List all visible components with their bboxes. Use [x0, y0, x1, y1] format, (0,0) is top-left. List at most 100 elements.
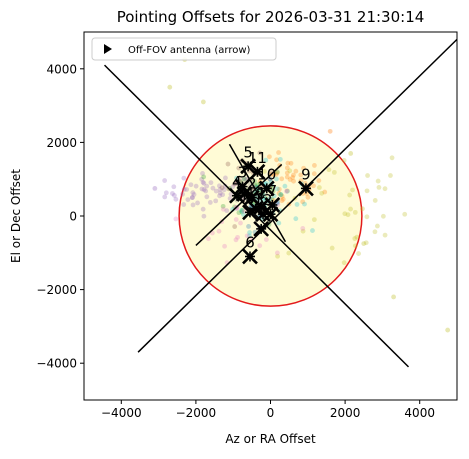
legend-box [91, 37, 277, 61]
sample-point [220, 203, 226, 209]
antenna-marker [262, 206, 279, 223]
sample-point [352, 209, 358, 215]
sample-point [234, 175, 239, 181]
antenna-label: 7 [268, 182, 278, 200]
sample-point [376, 184, 382, 190]
sample-point [402, 211, 408, 217]
sample-point [350, 187, 355, 193]
sample-point [152, 186, 158, 191]
sample-point [206, 236, 211, 242]
sample-point [263, 157, 269, 163]
antenna-label: 4 [232, 173, 242, 191]
antenna-label: 11 [248, 149, 267, 167]
legend-marker-triangle [104, 44, 112, 54]
sample-point [173, 196, 179, 202]
sample-point [282, 183, 288, 189]
sample-point [244, 233, 250, 239]
sample-point [283, 188, 289, 194]
sample-point [329, 245, 335, 251]
sample-point [163, 190, 169, 196]
antenna-label: 3 [238, 164, 248, 182]
sample-point [291, 172, 296, 178]
antenna-marker [242, 248, 258, 265]
sample-point [274, 169, 280, 175]
sample-point [311, 183, 316, 189]
sample-point [353, 243, 358, 249]
sample-point [316, 178, 322, 183]
sample-point [380, 213, 386, 219]
sample-point [200, 206, 206, 212]
sample-point [361, 241, 367, 247]
sample-point [298, 172, 304, 178]
sample-point [274, 170, 280, 176]
sample-point [287, 168, 293, 174]
sample-point [275, 202, 281, 208]
x-tick-label: 0 [267, 406, 275, 420]
sample-point [203, 188, 209, 194]
sample-point [232, 224, 238, 229]
sample-point [190, 202, 196, 208]
sample-point [190, 190, 196, 196]
sample-point [317, 185, 322, 190]
sample-point [246, 224, 251, 229]
antenna-marker [249, 163, 266, 180]
sample-point [372, 229, 378, 235]
sample-point [290, 175, 296, 180]
sample-point [180, 191, 185, 197]
x-axis-label: Az or RA Offset [225, 432, 316, 446]
x-tick-label: −4000 [101, 406, 142, 420]
sample-point [284, 174, 290, 180]
sample-point [326, 167, 332, 173]
sample-point [201, 180, 207, 186]
sample-point [185, 197, 191, 203]
sample-point [310, 228, 315, 233]
sample-point [360, 206, 365, 212]
sample-point [199, 176, 205, 182]
sample-point [341, 158, 347, 163]
sample-point [220, 206, 226, 212]
sample-point [233, 237, 239, 243]
antenna-label: 6 [245, 233, 255, 251]
sample-point [300, 226, 306, 231]
sample-point [382, 186, 388, 192]
sample-point [348, 151, 354, 156]
sample-point [263, 237, 269, 243]
sample-point [236, 210, 242, 216]
sample-point [391, 294, 396, 300]
antenna-label: 5 [243, 143, 253, 161]
sample-point [278, 192, 284, 198]
sample-point [277, 156, 283, 162]
sample-point [181, 202, 187, 207]
sample-point [348, 206, 353, 212]
sample-point [372, 198, 378, 203]
sample-point [311, 171, 317, 177]
sample-point [284, 165, 290, 171]
sample-point [200, 99, 206, 105]
x-tick-label: −2000 [176, 406, 217, 420]
sample-point [236, 165, 242, 171]
sample-point [356, 251, 361, 256]
sample-point [171, 193, 177, 198]
sample-point [223, 175, 228, 181]
sample-point [285, 160, 291, 166]
sample-point [239, 207, 245, 213]
y-tick-label: −4000 [36, 357, 77, 371]
sample-point [216, 183, 222, 189]
sample-point [241, 176, 247, 182]
sample-point [347, 192, 353, 198]
sample-point [219, 185, 225, 191]
sample-point [171, 184, 177, 190]
antenna-marker [298, 180, 314, 197]
y-tick-label: 0 [69, 210, 77, 224]
sample-point [352, 236, 358, 241]
sample-point [327, 128, 333, 134]
sample-point [213, 198, 219, 204]
sample-point [220, 192, 226, 198]
sample-point [200, 171, 205, 176]
sample-point [274, 157, 280, 163]
sample-point [284, 188, 290, 194]
sample-point [200, 179, 206, 185]
sample-point [276, 191, 282, 196]
sample-point [287, 177, 293, 182]
